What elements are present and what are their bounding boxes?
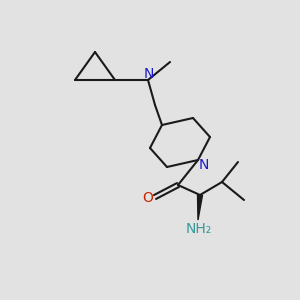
Text: N: N	[144, 67, 154, 81]
Text: N: N	[199, 158, 209, 172]
Polygon shape	[197, 195, 202, 220]
Text: NH₂: NH₂	[186, 222, 212, 236]
Text: O: O	[142, 191, 153, 205]
